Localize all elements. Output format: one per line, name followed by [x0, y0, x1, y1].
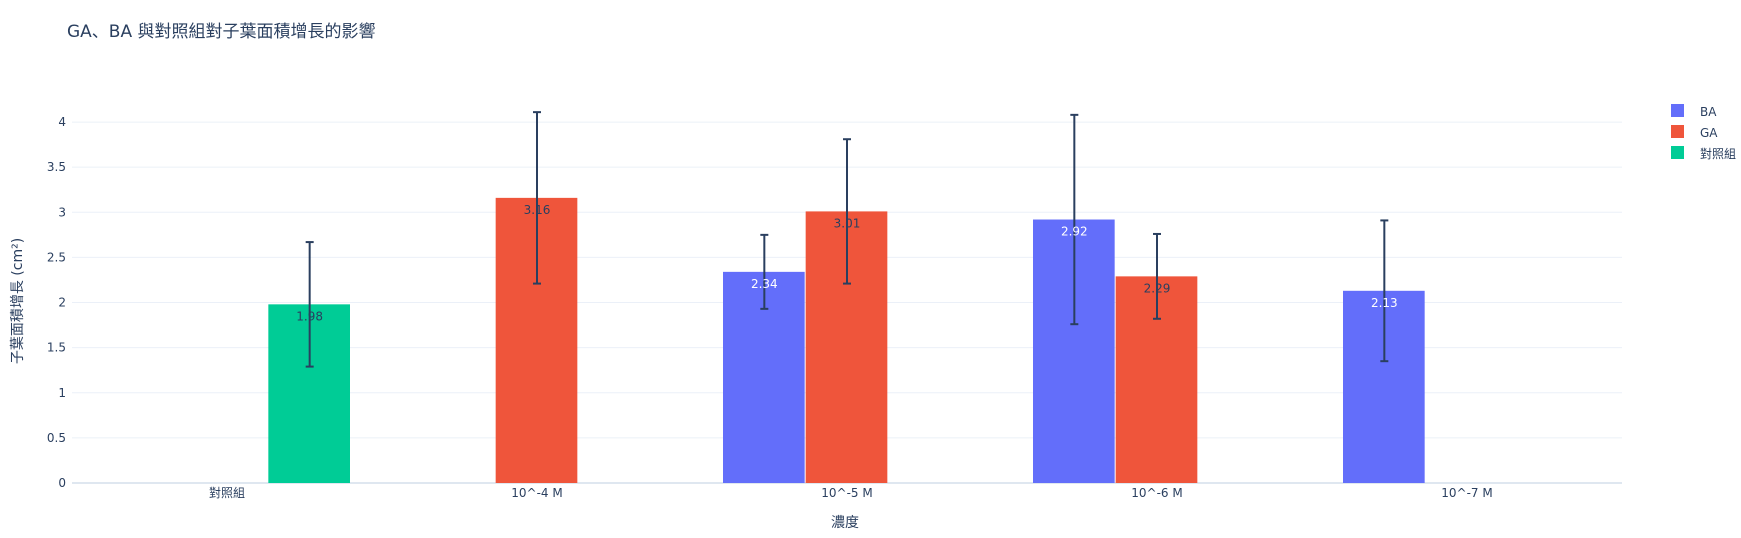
bars	[268, 197, 1425, 483]
y-axis-ticks: 0 0.5 1 1.5 2 2.5 3 3.5 4	[47, 115, 66, 490]
x-tick-label: 10^-6 M	[1131, 486, 1182, 500]
bar-value-label: 2.34	[751, 277, 778, 291]
y-axis-title: 子葉面積增長 (cm²)	[10, 238, 26, 364]
bar-value-label: 2.13	[1371, 296, 1398, 310]
legend[interactable]: BA GA 對照組	[1671, 104, 1736, 161]
x-axis-title: 濃度	[831, 515, 859, 531]
bar-value-label: 2.29	[1144, 281, 1171, 295]
chart-title: GA、BA 與對照組對子葉面積增長的影響	[67, 22, 376, 42]
y-tick-label: 1.5	[47, 341, 66, 355]
y-tick-label: 0.5	[47, 431, 66, 445]
error-bars	[305, 111, 1389, 368]
legend-swatch-BA[interactable]	[1671, 104, 1684, 117]
y-tick-label: 0	[58, 476, 66, 490]
legend-label[interactable]: GA	[1700, 126, 1718, 140]
y-tick-label: 1	[58, 386, 66, 400]
x-tick-label: 10^-7 M	[1441, 486, 1492, 500]
data-labels: 2.34 2.92 2.13 3.16 3.01 2.29 1.98	[296, 203, 1397, 323]
legend-swatch-GA[interactable]	[1671, 125, 1684, 138]
x-tick-label: 10^-4 M	[511, 486, 562, 500]
bar-value-label: 3.16	[524, 203, 551, 217]
y-tick-label: 4	[58, 115, 66, 129]
legend-label[interactable]: 對照組	[1700, 147, 1736, 161]
bar-value-label: 3.01	[834, 216, 861, 230]
bar-value-label: 1.98	[296, 309, 323, 323]
x-axis-ticks: 對照組 10^-4 M 10^-5 M 10^-6 M 10^-7 M	[209, 486, 1493, 500]
y-tick-label: 3.5	[47, 160, 66, 174]
y-tick-label: 2	[58, 296, 66, 310]
y-tick-label: 3	[58, 205, 66, 219]
bar-value-label: 2.92	[1061, 225, 1088, 239]
x-tick-label: 對照組	[209, 486, 245, 500]
x-tick-label: 10^-5 M	[821, 486, 872, 500]
legend-label[interactable]: BA	[1700, 105, 1717, 119]
y-tick-label: 2.5	[47, 250, 66, 264]
legend-swatch-對照組[interactable]	[1671, 146, 1684, 159]
